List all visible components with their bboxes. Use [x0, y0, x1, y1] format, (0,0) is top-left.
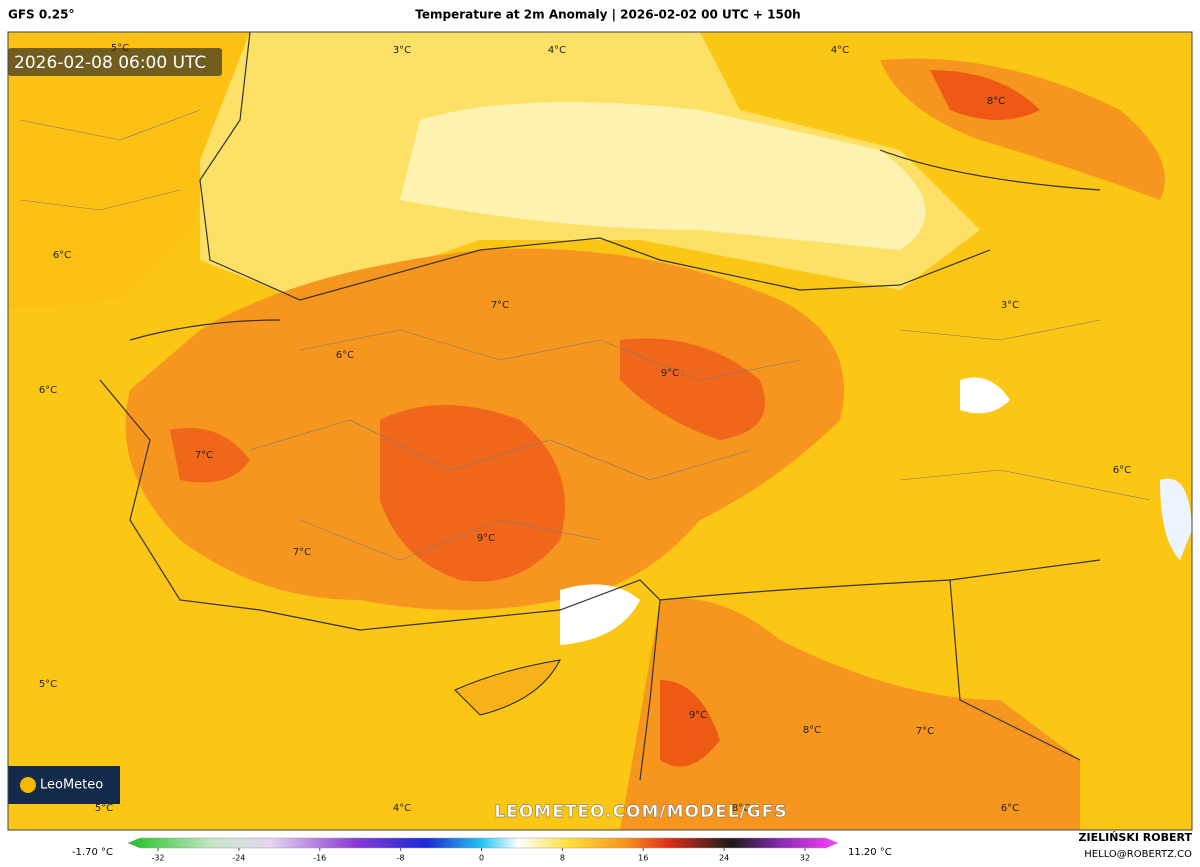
colorbar-tick-label: 16	[638, 854, 648, 863]
temperature-label: 6°C	[336, 350, 354, 361]
temperature-label: 9°C	[477, 533, 495, 544]
model-label: GFS 0.25°	[8, 8, 74, 22]
logo: LeoMeteo	[40, 778, 103, 793]
temperature-label: 8°C	[732, 803, 750, 814]
temperature-label: 8°C	[987, 96, 1005, 107]
temperature-label: 5°C	[95, 803, 113, 814]
colorbar-tick-label: 32	[800, 854, 810, 863]
timestamp-box	[8, 48, 222, 76]
temperature-label: 7°C	[195, 450, 213, 461]
map-frame	[7, 31, 1193, 831]
colorbar-tick-label: -32	[151, 854, 164, 863]
credit-name: ZIELIŃSKI ROBERT	[1079, 831, 1193, 844]
temperature-label: 4°C	[548, 45, 566, 56]
colorbar-tick-label: -24	[232, 854, 245, 863]
temperature-label: 6°C	[1001, 803, 1019, 814]
temperature-label: 3°C	[1001, 300, 1019, 311]
temperature-label: 5°C	[39, 679, 57, 690]
temperature-label: 9°C	[689, 710, 707, 721]
colorbar-min: -1.70 °C	[72, 847, 113, 858]
colorbar-max: 11.20 °C	[848, 847, 892, 858]
logo-icon	[20, 777, 36, 793]
temperature-label: 6°C	[53, 250, 71, 261]
map: 5°C 3°C 4°C 4°C 8°C 6°C 7°C 3°C 6°C 9°C 6°C 7°C 6°C 9…	[8, 32, 1192, 830]
temperature-label: 4°C	[393, 803, 411, 814]
credit-contact: HELLO@ROBERTZ.CO	[1084, 849, 1192, 860]
colorbar-tick-label: 0	[479, 854, 484, 863]
temperature-label: 6°C	[1113, 465, 1131, 476]
watermark: LEOMETEO.COM/MODEL/GFS	[494, 802, 787, 822]
temperature-label: 7°C	[491, 300, 509, 311]
colorbar-tick-label: -8	[397, 854, 405, 863]
colorbar-tick-label: 8	[560, 854, 565, 863]
temperature-label: 3°C	[393, 45, 411, 56]
timestamp: 2026-02-08 06:00 UTC	[14, 53, 206, 73]
temperature-label: 7°C	[916, 726, 934, 737]
temperature-label: 6°C	[39, 385, 57, 396]
temperature-label: 8°C	[803, 725, 821, 736]
map-title: Temperature at 2m Anomaly | 2026-02-02 0…	[415, 8, 800, 22]
temperature-label: 9°C	[661, 368, 679, 379]
colorbar-tick-label: 24	[719, 854, 729, 863]
colorbar	[127, 837, 839, 849]
temperature-label: 7°C	[293, 547, 311, 558]
colorbar-tick-label: -16	[313, 854, 326, 863]
temperature-label: 4°C	[831, 45, 849, 56]
